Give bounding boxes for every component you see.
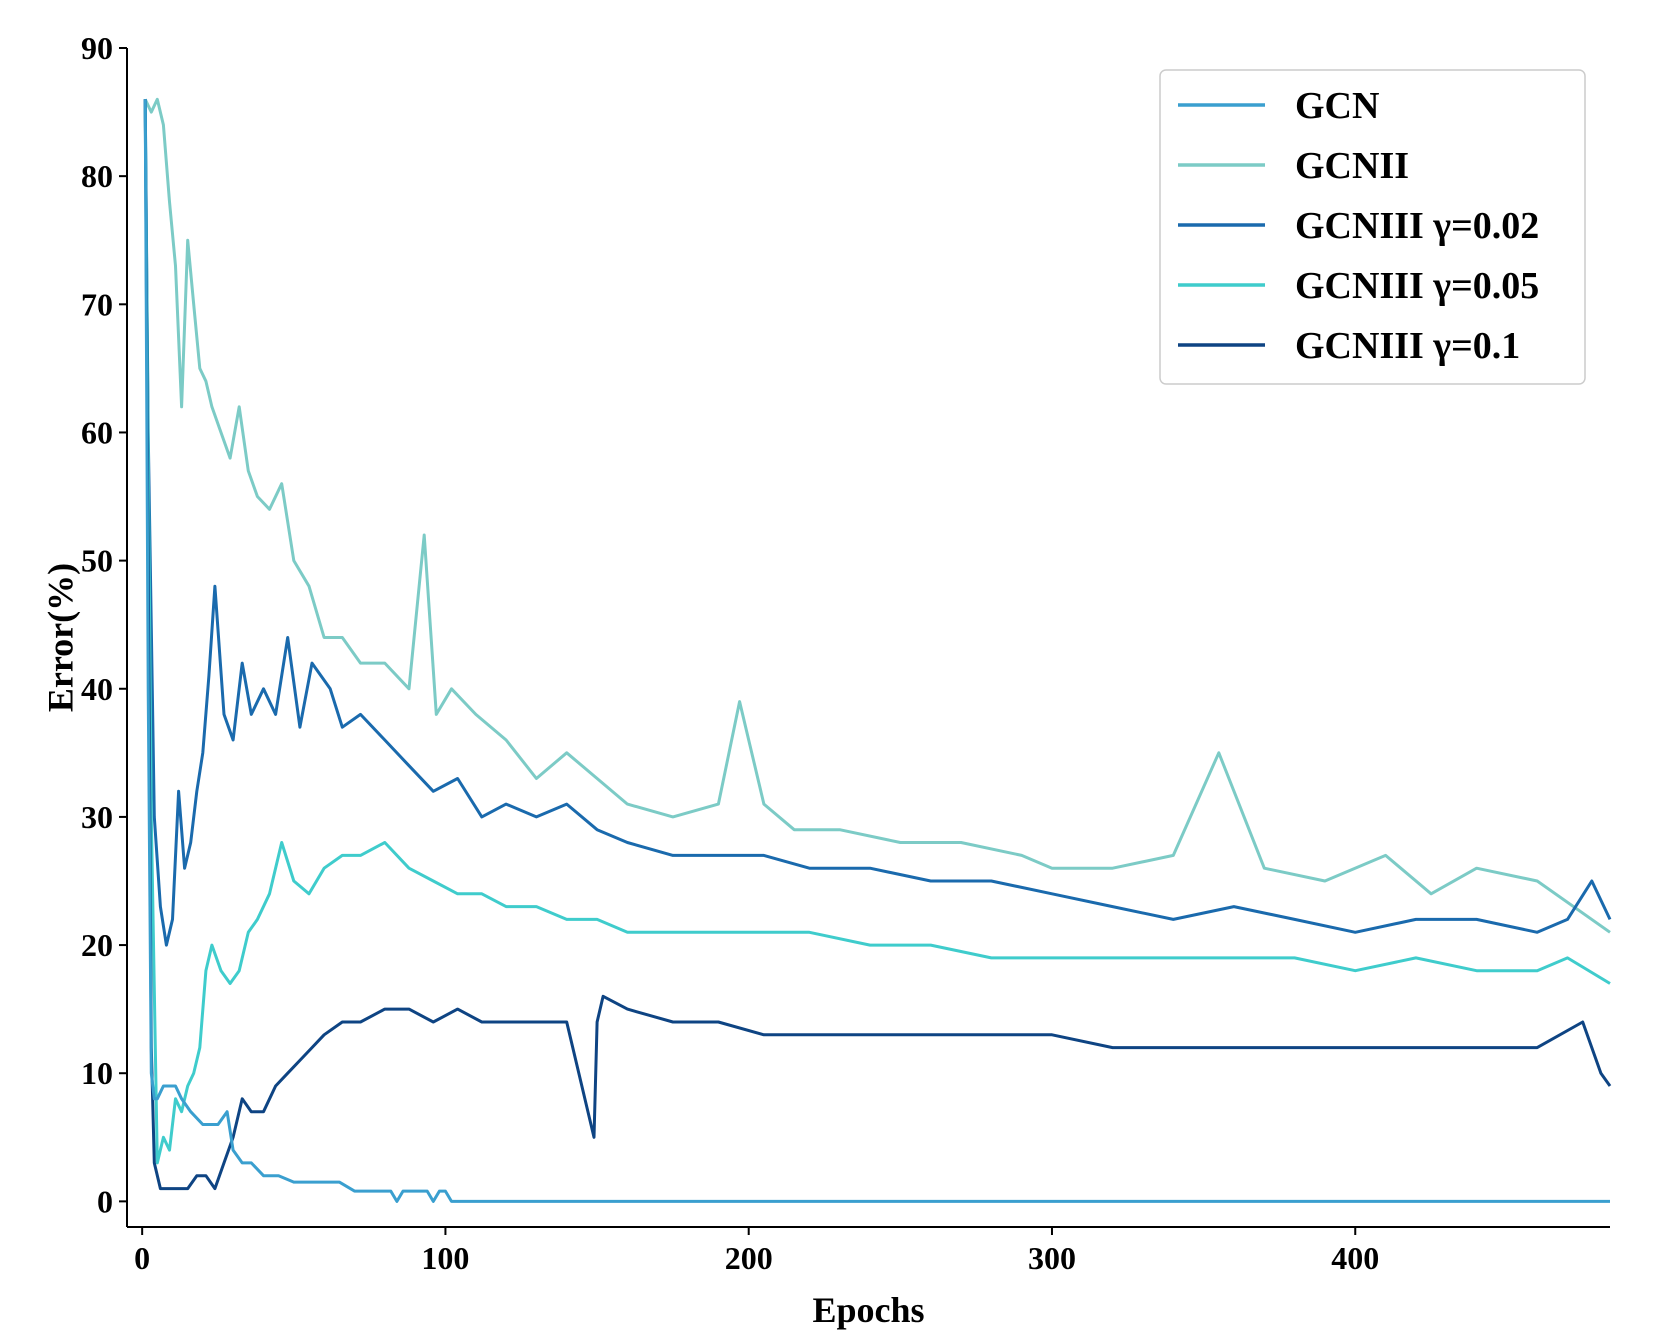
x-tick-label: 0 <box>134 1240 150 1276</box>
y-tick-label: 10 <box>81 1055 113 1091</box>
legend-label: GCNIII γ=0.05 <box>1295 265 1539 307</box>
y-tick-label: 20 <box>81 927 113 963</box>
x-tick-label: 400 <box>1331 1240 1379 1276</box>
axes <box>126 48 1610 1228</box>
series-line-gcniii-0-02 <box>143 99 1612 947</box>
legend-label: GCNIII γ=0.02 <box>1295 205 1539 247</box>
y-tick-label: 90 <box>81 30 113 66</box>
x-tick-label: 100 <box>421 1240 469 1276</box>
y-tick-label: 70 <box>81 286 113 322</box>
y-tick-label: 40 <box>81 671 113 707</box>
legend-label: GCNIII γ=0.1 <box>1295 325 1520 367</box>
legend-box <box>1159 69 1586 385</box>
series-lines-layer <box>143 97 1612 1203</box>
series-line-gcniii-0-1 <box>143 99 1612 1191</box>
series-line-gcnii <box>143 97 1611 934</box>
y-tick-label: 30 <box>81 799 113 835</box>
y-tick-label: 0 <box>97 1183 113 1219</box>
series-line-gcniii-0-05 <box>143 99 1611 1165</box>
y-tick-label: 60 <box>81 414 113 450</box>
legend-label: GCNII <box>1295 145 1409 187</box>
x-tick-label: 200 <box>725 1240 773 1276</box>
y-tick-label: 80 <box>81 158 113 194</box>
y-axis-title: Error(%) <box>41 563 81 712</box>
series-line-gcn <box>143 99 1610 1203</box>
x-tick-label: 300 <box>1028 1240 1076 1276</box>
y-tick-label: 50 <box>81 543 113 579</box>
legend: GCN GCNII GCNIII γ=0.02 GCNIII γ=0.05 GCNIII… <box>1159 69 1586 385</box>
ticks: 0 10 20 30 40 50 60 70 80 90 0 100 200 300 400 <box>81 30 1379 1276</box>
legend-label: GCN <box>1295 85 1379 127</box>
x-axis-title: Epochs <box>812 1290 924 1330</box>
